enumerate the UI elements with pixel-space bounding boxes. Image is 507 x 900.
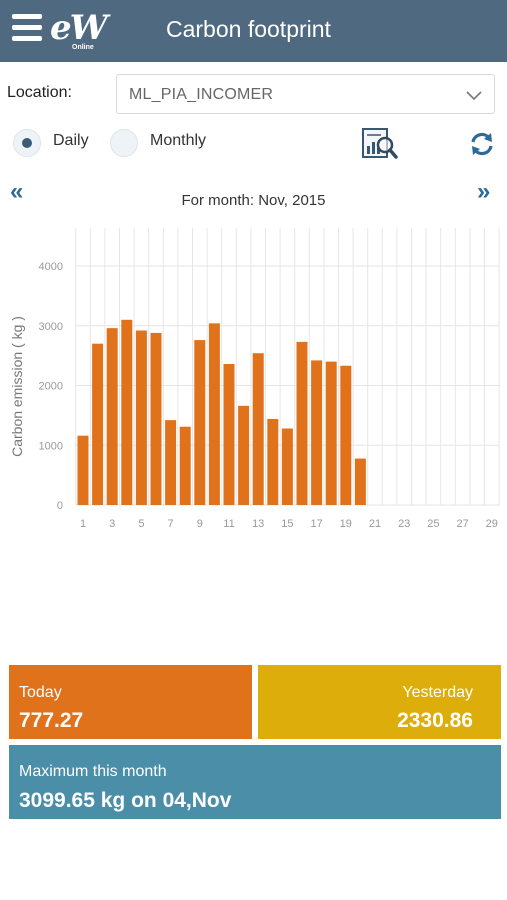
chart-bar-day-12 — [238, 405, 250, 505]
y-tick-label: 4000 — [39, 261, 63, 273]
chart-bar-day-8 — [179, 426, 191, 505]
daily-radio[interactable] — [13, 129, 41, 157]
daily-label: Daily — [53, 132, 89, 149]
max-card: Maximum this month 3099.65 kg on 04,Nov — [9, 745, 501, 819]
chart-bar-day-18 — [325, 361, 337, 505]
logo-text: eW — [50, 8, 108, 48]
monthly-radio[interactable] — [110, 129, 138, 157]
chart-bar-day-17 — [311, 360, 323, 505]
chart-bar-day-6 — [150, 332, 162, 505]
y-axis-label: Carbon emission ( kg ) — [9, 316, 25, 457]
x-tick-label: 11 — [223, 518, 234, 530]
y-tick-label: 3000 — [39, 321, 63, 333]
x-tick-label: 15 — [281, 518, 293, 530]
logo-subtext: Online — [72, 44, 94, 51]
today-label: Today — [19, 684, 62, 701]
chart-bar-day-3 — [106, 328, 118, 505]
y-tick-label: 1000 — [39, 440, 63, 452]
chart-bar-day-7 — [165, 420, 177, 505]
chart-bar-day-20 — [354, 458, 366, 505]
chart-bar-day-11 — [223, 363, 235, 505]
next-month-button[interactable]: » — [477, 178, 491, 205]
chart-bar-day-13 — [252, 353, 264, 505]
max-label: Maximum this month — [19, 763, 167, 780]
app-logo: eW Online — [50, 6, 110, 54]
page-title: Carbon footprint — [166, 16, 331, 42]
chart-bar-day-1 — [77, 435, 89, 505]
x-tick-label: 27 — [456, 518, 468, 530]
x-tick-label: 7 — [168, 518, 174, 530]
chart-bar-day-4 — [121, 319, 133, 505]
location-select[interactable]: ML_PIA_INCOMER — [116, 74, 495, 114]
report-search-icon[interactable] — [360, 126, 398, 162]
hamburger-menu-icon[interactable] — [12, 14, 42, 46]
chevron-down-icon — [466, 91, 482, 101]
radio-selected-dot — [22, 138, 32, 148]
app-header: eW Online Carbon footprint — [0, 0, 507, 62]
chart-bar-day-9 — [194, 340, 206, 505]
chart-bar-day-15 — [281, 428, 293, 505]
today-card: Today 777.27 — [9, 665, 252, 739]
monthly-label: Monthly — [150, 132, 207, 149]
chart-bar-day-19 — [340, 365, 352, 505]
x-tick-label: 19 — [340, 518, 352, 530]
x-tick-label: 3 — [109, 518, 115, 530]
month-label: For month: Nov, 2015 — [181, 192, 326, 209]
max-value: 3099.65 kg on 04,Nov — [19, 789, 232, 812]
chart-bar-day-14 — [267, 418, 279, 505]
chart-bar-day-16 — [296, 341, 308, 505]
x-tick-label: 13 — [252, 518, 264, 530]
x-tick-label: 21 — [369, 518, 381, 530]
yesterday-value: 2330.86 — [397, 709, 473, 732]
y-tick-label: 2000 — [39, 381, 63, 393]
yesterday-card: Yesterday 2330.86 — [258, 665, 501, 739]
x-tick-label: 9 — [197, 518, 203, 530]
x-tick-label: 5 — [138, 518, 144, 530]
location-value: ML_PIA_INCOMER — [129, 86, 274, 103]
location-label: Location: — [7, 84, 72, 101]
yesterday-label: Yesterday — [402, 684, 473, 701]
x-tick-label: 25 — [427, 518, 439, 530]
chart-bar-day-2 — [92, 343, 104, 505]
y-tick-label: 0 — [57, 500, 63, 512]
x-tick-label: 17 — [310, 518, 322, 530]
previous-month-button[interactable]: « — [10, 178, 24, 205]
today-value: 777.27 — [19, 709, 84, 732]
refresh-icon[interactable] — [469, 131, 495, 157]
x-tick-label: 1 — [80, 518, 86, 530]
x-tick-label: 23 — [398, 518, 410, 530]
chart-bar-day-10 — [208, 323, 220, 505]
chart-bar-day-5 — [135, 330, 147, 505]
x-tick-label: 29 — [486, 518, 498, 530]
